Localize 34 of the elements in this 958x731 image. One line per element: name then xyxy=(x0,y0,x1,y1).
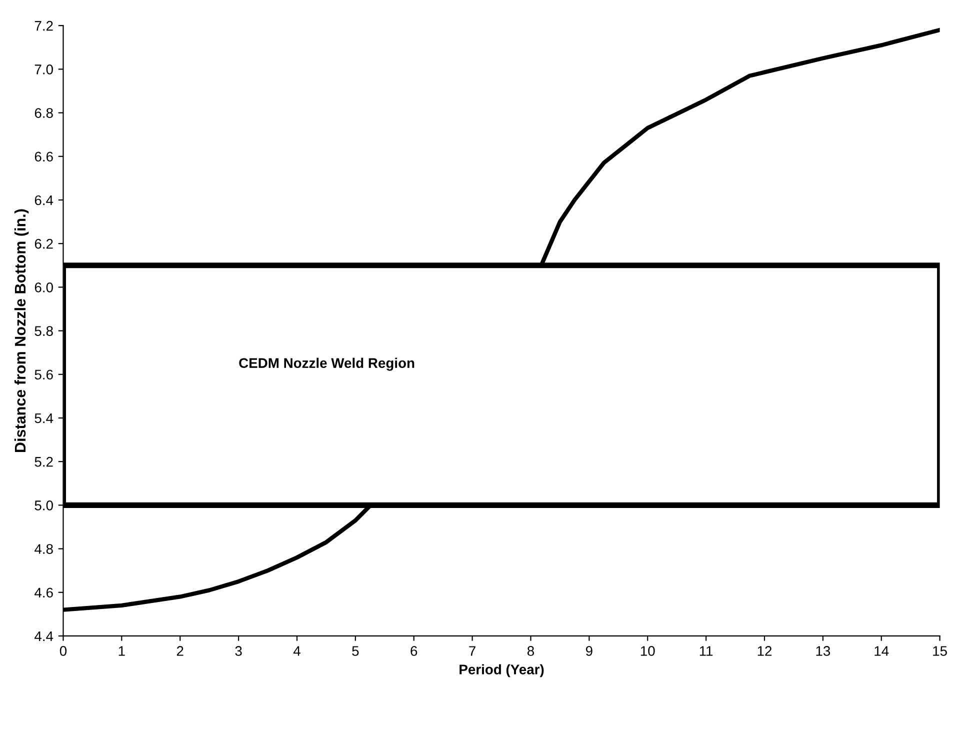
x-tick-label: 1 xyxy=(118,646,125,656)
x-axis-title: Period (Year) xyxy=(460,664,544,678)
y-tick-label: 7.2 xyxy=(34,20,53,31)
y-tick-label: 7.0 xyxy=(34,64,53,74)
y-tick-label: 5.0 xyxy=(34,500,53,510)
x-tick-label: 13 xyxy=(816,646,830,656)
y-tick-label: 4.8 xyxy=(34,544,53,554)
x-tick-label: 10 xyxy=(640,646,655,656)
y-tick-label: 6.2 xyxy=(34,238,53,249)
x-tick-label: 8 xyxy=(527,646,534,656)
y-tick-label: 5.8 xyxy=(34,326,53,336)
y-tick-label: 5.2 xyxy=(34,456,53,467)
x-tick-label: 9 xyxy=(586,646,592,656)
y-tick-label: 6.4 xyxy=(34,195,54,206)
x-tick-label: 14 xyxy=(874,646,889,656)
y-tick-label: 5.4 xyxy=(34,413,54,424)
y-tick-label: 6.0 xyxy=(34,282,53,292)
x-tick-label: 5 xyxy=(352,646,359,656)
x-tick-label: 4 xyxy=(293,646,300,656)
y-tick-label: 6.8 xyxy=(34,108,53,118)
y-axis-title: Distance from Nozzle Bottom (in.) xyxy=(14,209,29,452)
band-label: CEDM Nozzle Weld Region xyxy=(239,358,414,371)
x-tick-label: 2 xyxy=(176,646,184,656)
x-tick-label: 12 xyxy=(758,646,772,656)
x-tick-label: 11 xyxy=(700,646,713,656)
y-tick-label: 4.6 xyxy=(34,588,53,598)
y-tick-label: 6.6 xyxy=(34,152,53,162)
x-tick-label: 15 xyxy=(933,646,947,656)
x-tick-label: 0 xyxy=(60,646,67,656)
x-tick-label: 6 xyxy=(410,646,418,656)
x-tick-label: 3 xyxy=(235,646,242,656)
x-tick-label: 7 xyxy=(469,646,476,656)
y-tick-label: 4.4 xyxy=(34,631,54,642)
y-tick-label: 5.6 xyxy=(34,370,53,380)
